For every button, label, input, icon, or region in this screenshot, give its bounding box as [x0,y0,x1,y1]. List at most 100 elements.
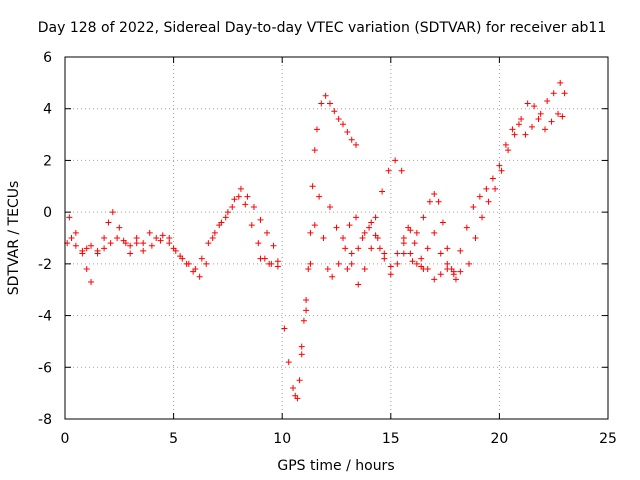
data-point [548,118,555,125]
data-point [537,110,544,117]
data-point [505,147,512,154]
data-point [431,191,438,198]
data-point [426,198,433,205]
data-point [559,113,566,120]
data-point [224,209,231,216]
data-point [235,193,242,200]
data-point [361,266,368,273]
data-point [424,266,431,273]
data-point [340,121,347,128]
data-point [439,219,446,226]
data-point [340,235,347,241]
series-3 [257,92,360,402]
data-point [355,281,362,288]
data-point [472,235,479,241]
data-point [418,255,425,262]
data-point [407,250,414,257]
data-point [331,108,338,115]
data-point [407,227,414,234]
data-point [557,79,564,86]
data-point [492,185,499,192]
data-point [400,235,407,241]
data-point [318,100,325,107]
data-point [303,307,310,314]
data-point [294,395,301,402]
data-point [550,90,557,97]
data-point [509,126,516,133]
data-point [166,235,173,241]
data-point [298,351,305,358]
data-point [366,224,373,231]
data-point [101,235,108,241]
data-point [88,242,95,249]
data-point [116,224,123,231]
data-point [376,245,383,252]
data-point [515,121,522,128]
data-point [244,193,251,200]
data-point [463,224,470,231]
data-point [452,276,459,283]
data-point [387,263,394,270]
data-point [359,235,366,241]
data-point [148,242,155,249]
data-point [413,229,420,236]
data-point [159,232,166,239]
data-point [348,250,355,257]
series-8 [465,79,568,267]
data-point [329,273,336,280]
data-point [83,245,90,252]
data-point [211,229,218,236]
data-point [511,131,518,138]
data-point [444,266,451,273]
data-point [166,240,173,247]
data-point [361,229,368,236]
y-tick-label: 6 [43,50,52,66]
data-point [502,141,509,148]
data-point [257,216,264,223]
data-point [346,222,353,229]
data-point [274,263,281,270]
data-point [342,245,349,252]
data-point [400,240,407,247]
data-point [544,97,551,104]
data-point [157,237,164,244]
data-point [379,188,386,195]
y-axis-label: SDTVAR / TECUs [6,181,22,296]
data-point [79,250,86,257]
data-point [381,255,388,262]
data-point [307,229,314,236]
data-point [435,198,442,205]
data-point [450,268,457,275]
data-point [420,214,427,221]
data-point [222,214,229,221]
data-point [242,201,249,208]
data-point [183,260,190,267]
data-point [203,260,210,267]
chart-title: Day 128 of 2022, Sidereal Day-to-day VTE… [38,20,607,36]
data-point [353,141,360,148]
data-point [107,240,114,247]
data-point [355,245,362,252]
data-point [307,260,314,267]
data-point [431,276,438,283]
data-point [392,157,399,164]
data-point [498,167,505,174]
x-tick-label: 20 [490,431,508,447]
data-point [394,250,401,257]
data-point [248,222,255,229]
data-point [444,260,451,267]
data-point [311,222,318,229]
data-point [485,198,492,205]
x-tick-label: 10 [273,431,291,447]
data-point [528,123,535,130]
x-tick-label: 0 [61,431,70,447]
data-point [444,245,451,252]
y-tick-label: 4 [43,102,52,118]
data-point [140,240,147,247]
data-point [344,128,351,135]
data-point [324,266,331,273]
data-point [250,203,257,210]
data-point [437,250,444,257]
data-point [122,240,129,247]
